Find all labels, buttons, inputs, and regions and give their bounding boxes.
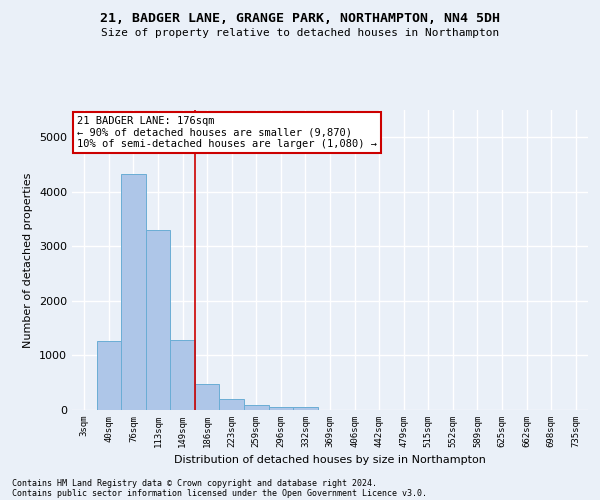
Text: 21, BADGER LANE, GRANGE PARK, NORTHAMPTON, NN4 5DH: 21, BADGER LANE, GRANGE PARK, NORTHAMPTO… <box>100 12 500 26</box>
Text: Contains HM Land Registry data © Crown copyright and database right 2024.: Contains HM Land Registry data © Crown c… <box>12 478 377 488</box>
Bar <box>244 405 269 410</box>
Bar <box>195 384 220 410</box>
Text: Size of property relative to detached houses in Northampton: Size of property relative to detached ho… <box>101 28 499 38</box>
Bar <box>121 174 146 410</box>
Bar <box>170 340 195 410</box>
Bar <box>269 406 293 410</box>
Bar <box>293 407 318 410</box>
Text: Contains public sector information licensed under the Open Government Licence v3: Contains public sector information licen… <box>12 488 427 498</box>
Text: 21 BADGER LANE: 176sqm
← 90% of detached houses are smaller (9,870)
10% of semi-: 21 BADGER LANE: 176sqm ← 90% of detached… <box>77 116 377 149</box>
Bar <box>146 230 170 410</box>
Bar <box>220 398 244 410</box>
Y-axis label: Number of detached properties: Number of detached properties <box>23 172 34 348</box>
X-axis label: Distribution of detached houses by size in Northampton: Distribution of detached houses by size … <box>174 456 486 466</box>
Bar <box>97 340 121 410</box>
